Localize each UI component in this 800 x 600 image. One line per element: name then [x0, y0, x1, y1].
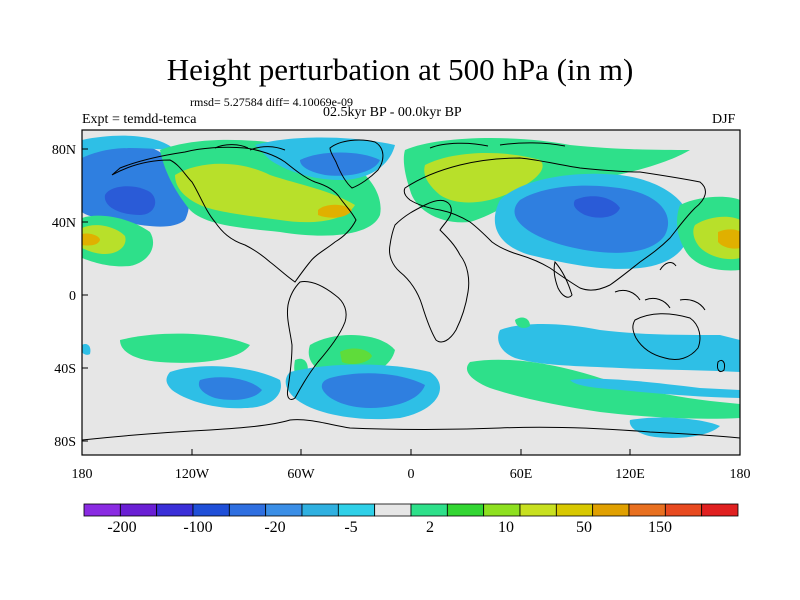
- southern-ocean-green: [466, 359, 740, 419]
- asia-mid-blue: [514, 185, 669, 253]
- statistics-label: rmsd= 5.27584 diff= 4.10069e-09: [190, 95, 353, 109]
- w-pacific-yellowgreen: [693, 216, 740, 260]
- antarctic-light-blue: [629, 417, 720, 438]
- lat-label: 40S: [54, 362, 76, 377]
- indian-green-patch: [515, 317, 530, 328]
- europe-africa-coast: [389, 200, 470, 343]
- latitude-labels: 80N 40N 0 40S 80S: [52, 143, 76, 450]
- s-pacific-green-band: [120, 333, 250, 363]
- colorbar-swatch: [592, 503, 630, 517]
- period-label: 02.5kyr BP - 00.0kyr BP: [323, 105, 462, 120]
- colorbar-swatch: [301, 503, 339, 517]
- lon-label: 0: [408, 467, 415, 482]
- plot-title: Height perturbation at 500 hPa (in m): [166, 52, 634, 87]
- colorbar-swatch: [555, 503, 594, 517]
- coastlines: [82, 139, 740, 441]
- n-atlantic-orange-core: [318, 204, 352, 218]
- s-atlantic-midgreen: [340, 348, 372, 364]
- n-america-yellowgreen: [175, 163, 355, 223]
- lon-label: 60W: [287, 467, 315, 482]
- colorbar-label: 50: [576, 519, 592, 536]
- se-asia-islands-coast: [614, 262, 706, 311]
- lat-label: 80S: [54, 435, 76, 450]
- colorbar-label: -20: [264, 519, 285, 536]
- map-area: [82, 130, 740, 455]
- s-pacific-far-west-blue: [82, 344, 91, 355]
- colorbar-swatch: [228, 503, 267, 517]
- season-label: DJF: [712, 112, 736, 127]
- lon-label: 180: [730, 467, 751, 482]
- india-coast: [553, 260, 573, 298]
- lon-label: 180: [72, 467, 93, 482]
- colorbar-swatch: [83, 503, 121, 517]
- colorbar-swatch: [519, 503, 557, 517]
- n-pacific-dark-core: [104, 186, 156, 215]
- lon-label: 120E: [615, 467, 645, 482]
- eurasia-coast: [403, 157, 706, 291]
- colorbar-swatch: [410, 503, 448, 517]
- w-pacific-orange-core: [718, 229, 740, 249]
- arctic-mid-blue: [300, 152, 380, 176]
- colorbar-swatch: [701, 503, 739, 517]
- colorbar-swatch: [192, 503, 230, 517]
- eurasia-yellowgreen: [424, 153, 543, 203]
- axis-ticks: [81, 148, 741, 455]
- lon-label: 120W: [175, 467, 210, 482]
- colorbar-swatch: [664, 503, 703, 517]
- antarctica-coast: [82, 419, 740, 441]
- colorbar-swatch: [628, 503, 666, 517]
- lon-label: 60E: [510, 467, 533, 482]
- south-america-coast: [287, 281, 347, 401]
- colorbar-label: 150: [648, 519, 672, 536]
- s-pacific-mid-blue: [198, 377, 262, 400]
- lat-label: 40N: [52, 216, 76, 231]
- colorbar-label: -100: [183, 519, 212, 536]
- australia-coast: [632, 313, 701, 361]
- north-america-coast: [111, 146, 357, 283]
- colorbar-label: 10: [498, 519, 514, 536]
- colorbar-label: -200: [107, 519, 136, 536]
- experiment-label: Expt = temdd-temca: [82, 112, 197, 127]
- colorbar-label: 2: [426, 519, 434, 536]
- colorbar-swatch: [265, 503, 303, 517]
- colorbar-swatch: [156, 503, 194, 517]
- s-indian-light-blue: [498, 324, 740, 372]
- colorbar-swatch: [337, 503, 376, 517]
- colorbar-swatch: [483, 503, 521, 517]
- lat-label: 80N: [52, 143, 76, 158]
- colorbar-label: -5: [344, 519, 357, 536]
- colorbar-labels: -200 -100 -20 -5 2 10 50 150: [107, 519, 672, 536]
- colorbar-swatch: [446, 503, 485, 517]
- e-pacific-yellowgreen: [82, 225, 126, 254]
- lat-label: 0: [69, 289, 76, 304]
- longitude-labels: 180 120W 60W 0 60E 120E 180: [72, 467, 751, 482]
- southern-ocean-light-blue: [570, 378, 740, 398]
- s-atlantic-mid-blue: [321, 373, 425, 408]
- colorbar: [83, 503, 739, 517]
- asia-dark-core: [573, 196, 620, 218]
- colorbar-swatch: [374, 503, 412, 517]
- greenland-coast: [329, 139, 384, 189]
- n-pacific-light-blue: [82, 135, 175, 158]
- arctic-islands-coast: [214, 142, 566, 151]
- colorbar-swatch: [119, 503, 158, 517]
- e-pacific-orange-core: [82, 233, 100, 246]
- new-zealand-coast: [717, 359, 725, 373]
